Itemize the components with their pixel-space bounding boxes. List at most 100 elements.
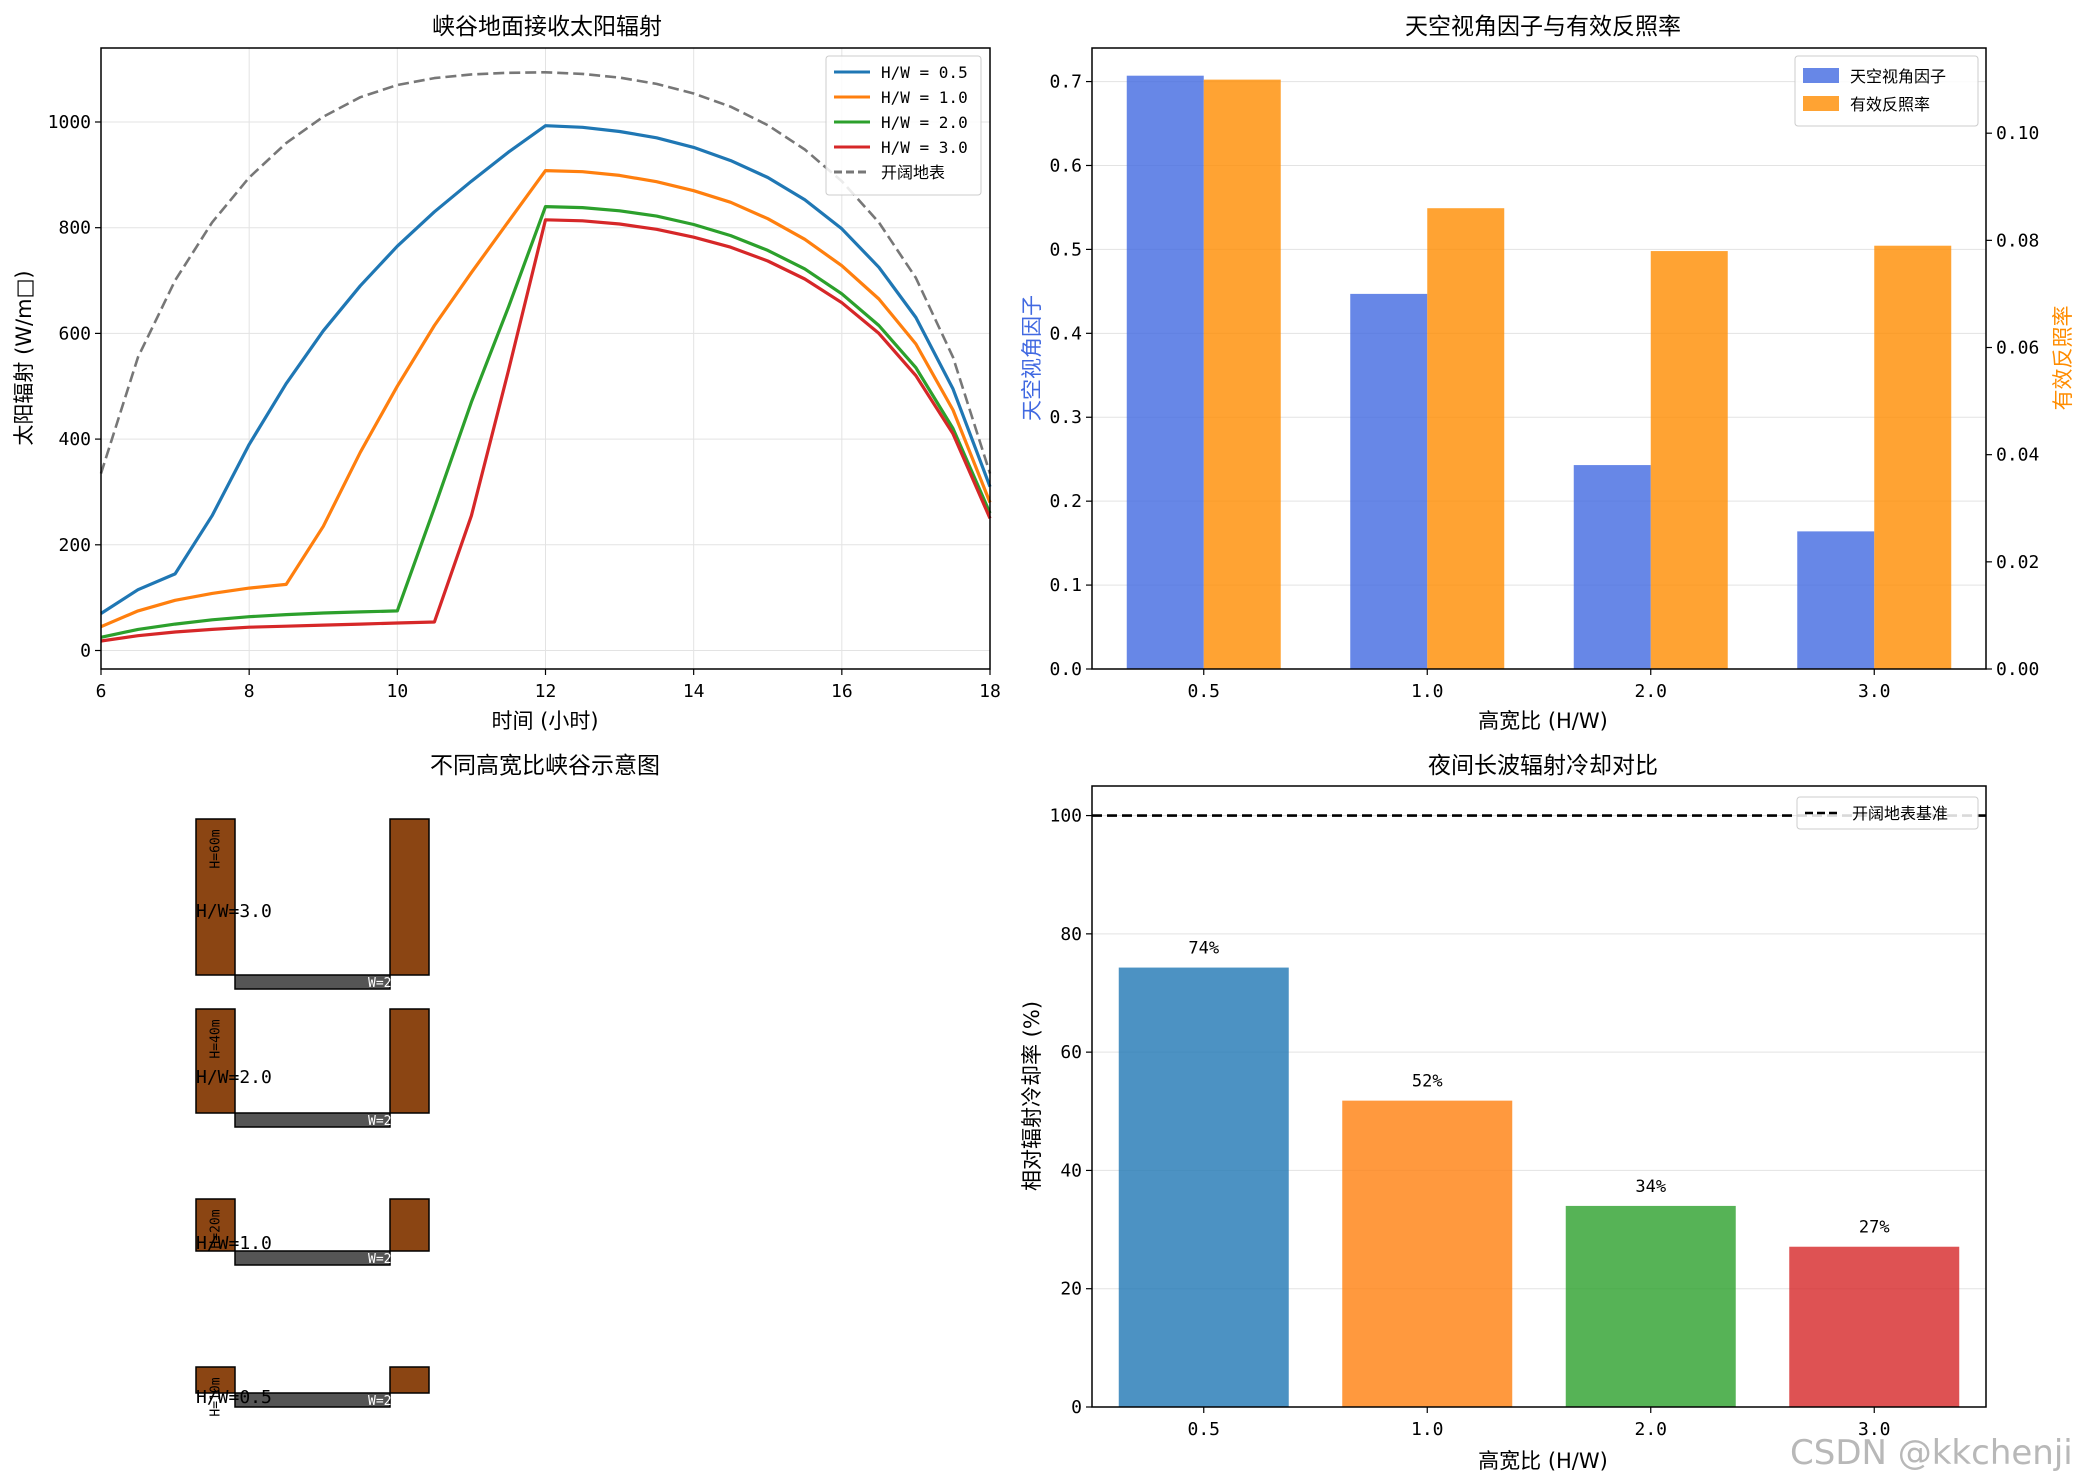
bar-sky-view-factor (1573, 465, 1651, 669)
radiation-chart-title: 峡谷地面接收太阳辐射 (432, 14, 662, 40)
height-label: H=10m (209, 1377, 224, 1416)
legend-label: 开阔地表 (881, 163, 945, 182)
cooling-bar (1342, 1100, 1513, 1407)
radiation-chart-legend: H/W = 0.5 H/W = 1.0 H/W = 2.0 H/W = 3.0 开阔地表 (825, 55, 982, 196)
bar-sky-view-factor (1797, 531, 1875, 669)
y-tick-label-left: 0.7 (1049, 72, 1082, 93)
left-building-wall (195, 818, 236, 976)
ratio-label: H/W=3.0 (196, 901, 272, 922)
street-ground (234, 1250, 391, 1266)
cooling-y-axis-label: 相对辐射冷却率 (%) (1020, 1001, 1044, 1191)
cooling-chart-title: 夜间长波辐射冷却对比 (1428, 753, 1658, 779)
svf-left-y-axis-label: 天空视角因子 (1020, 295, 1044, 421)
x-tick-label: 2.0 (1634, 681, 1667, 702)
right-building-wall (389, 1366, 430, 1394)
canyon-group: H=40m W=20m H/W=2.0 (195, 1008, 430, 1129)
legend-label: H/W = 2.0 (881, 113, 968, 132)
canyon-group: H=60m W=20m H/W=3.0 (195, 818, 430, 991)
height-label: H=60m (209, 829, 224, 868)
bar-value-label: 34% (1635, 1177, 1666, 1197)
radiation-chart-panel: 峡谷地面接收太阳辐射 6 8 10 12 14 16 18 0 200 400 600 800 100… (12, 14, 1001, 733)
cooling-chart-frame (1091, 785, 1987, 1408)
x-tick-label: 1.0 (1411, 681, 1444, 702)
y-tick-label: 80 (1060, 924, 1082, 945)
x-tick-label: 0.5 (1187, 1419, 1220, 1440)
y-tick-label-left: 0.5 (1049, 239, 1082, 260)
legend-label: H/W = 0.5 (881, 63, 968, 82)
y-tick-label: 800 (58, 218, 91, 239)
cooling-bar (1565, 1205, 1736, 1407)
right-building-wall (389, 1198, 430, 1252)
street-ground (234, 974, 391, 990)
right-building-wall (389, 818, 430, 976)
svf-x-axis-label: 高宽比 (H/W) (1478, 709, 1608, 733)
canyon-schematic-panel: 不同高宽比峡谷示意图 H=60m W=20m H/W=3.0 H=40m W=20m H/… (195, 753, 660, 1417)
svf-right-y-ticks: 0.00 0.02 0.04 0.06 0.08 0.10 (1986, 123, 2039, 680)
bar-value-label: 74% (1188, 939, 1219, 959)
y-tick-label-left: 0.6 (1049, 155, 1082, 176)
street-ground (234, 1392, 391, 1408)
cooling-chart-bars: 74% 52% 34% 27% (1118, 939, 1960, 1407)
legend-label: H/W = 1.0 (881, 88, 968, 107)
bar-effective-albedo (1427, 208, 1505, 669)
x-tick-label: 12 (535, 681, 557, 702)
ratio-label: H/W=2.0 (196, 1067, 272, 1088)
x-tick-label: 3.0 (1858, 681, 1891, 702)
bar-effective-albedo (1203, 79, 1281, 669)
x-tick-label: 8 (244, 681, 255, 702)
legend-label: 有效反照率 (1850, 95, 1930, 114)
x-tick-label: 6 (96, 681, 107, 702)
cooling-x-axis-label: 高宽比 (H/W) (1478, 1449, 1608, 1473)
radiation-y-axis-label: 太阳辐射 (W/m□) (12, 270, 36, 445)
canyon-group: H=20m W=20m H/W=1.0 (195, 1198, 430, 1267)
svf-chart-bars (1126, 75, 1952, 670)
radiation-y-ticks: 0 200 400 600 800 1000 (48, 112, 101, 662)
y-tick-label: 40 (1060, 1160, 1082, 1181)
y-tick-label-left: 0.4 (1049, 323, 1082, 344)
watermark: CSDN @kkchenji (1790, 1433, 2073, 1473)
cooling-chart-panel: 夜间长波辐射冷却对比 74% 52% 34% 27% 0.5 1.0 2.0 3.0 0 20… (1020, 753, 1987, 1473)
legend-swatch (1803, 96, 1839, 111)
bar-sky-view-factor (1126, 75, 1204, 670)
cooling-y-ticks: 0 20 40 60 80 100 (1049, 806, 1092, 1418)
cooling-x-ticks: 0.5 1.0 2.0 3.0 (1187, 1407, 1891, 1440)
legend-label: 天空视角因子 (1850, 67, 1946, 86)
y-tick-label-left: 0.1 (1049, 575, 1082, 596)
width-label: W=20m (368, 1114, 407, 1129)
y-tick-label: 600 (58, 323, 91, 344)
series-line (100, 205, 992, 639)
radiation-x-axis-label: 时间 (小时) (491, 709, 598, 733)
y-tick-label-right: 0.02 (1996, 552, 2039, 573)
x-tick-label: 16 (831, 681, 853, 702)
y-tick-label-left: 0.0 (1049, 659, 1082, 680)
canyon-schematics: H=60m W=20m H/W=3.0 H=40m W=20m H/W=2.0 H=20m W… (195, 818, 430, 1417)
left-building-wall (195, 1198, 236, 1252)
legend-box (1794, 55, 1979, 127)
y-tick-label: 60 (1060, 1042, 1082, 1063)
series-line (100, 124, 992, 615)
svf-left-y-ticks: 0.0 0.1 0.2 0.3 0.4 0.5 0.6 0.7 (1049, 72, 1092, 680)
cooling-bar (1789, 1246, 1960, 1407)
x-tick-label: 0.5 (1187, 681, 1220, 702)
legend-label: H/W = 3.0 (881, 138, 968, 157)
y-tick-label-right: 0.08 (1996, 230, 2039, 251)
x-tick-label: 1.0 (1411, 1419, 1444, 1440)
schematic-title: 不同高宽比峡谷示意图 (430, 753, 660, 779)
width-label: W=20m (368, 976, 407, 991)
x-tick-label: 3.0 (1858, 1419, 1891, 1440)
series-line (100, 218, 992, 643)
svf-chart-title: 天空视角因子与有效反照率 (1405, 14, 1681, 40)
x-tick-label: 10 (386, 681, 408, 702)
width-label: W=20m (368, 1394, 407, 1409)
street-ground (234, 1112, 391, 1128)
bar-value-label: 27% (1859, 1218, 1890, 1238)
bar-effective-albedo (1874, 245, 1952, 669)
height-label: H=40m (209, 1019, 224, 1058)
canyon-group: H=10m W=20m H/W=0.5 (195, 1366, 430, 1417)
svf-x-ticks: 0.5 1.0 2.0 3.0 (1187, 669, 1891, 702)
x-tick-label: 2.0 (1634, 1419, 1667, 1440)
y-tick-label: 100 (1049, 806, 1082, 827)
y-tick-label-right: 0.10 (1996, 123, 2039, 144)
